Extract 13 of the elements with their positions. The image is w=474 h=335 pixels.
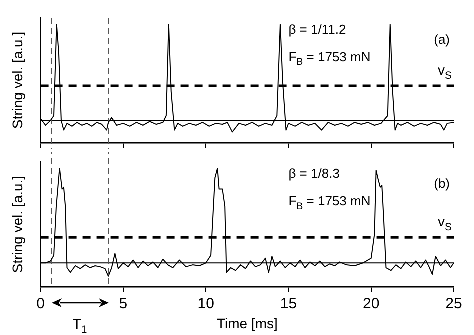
x-tick-label: 25 bbox=[446, 295, 462, 312]
annotation: (a) bbox=[434, 32, 450, 48]
y-axis-title: String vel. [a.u.] bbox=[9, 32, 26, 130]
x-tick-label: 15 bbox=[280, 295, 298, 312]
x-tick-label: 20 bbox=[363, 295, 380, 312]
x-axis-title: Time [ms] bbox=[216, 315, 278, 332]
annotation: β = 1/11.2 bbox=[288, 22, 346, 38]
y-axis-title: String vel. [a.u.] bbox=[9, 176, 26, 274]
x-tick-label: 10 bbox=[198, 295, 214, 312]
annotation: (b) bbox=[434, 176, 450, 192]
x-tick-label: 5 bbox=[119, 295, 128, 312]
annotation: β = 1/8.3 bbox=[288, 166, 340, 182]
x-tick-label: 0 bbox=[36, 295, 45, 312]
